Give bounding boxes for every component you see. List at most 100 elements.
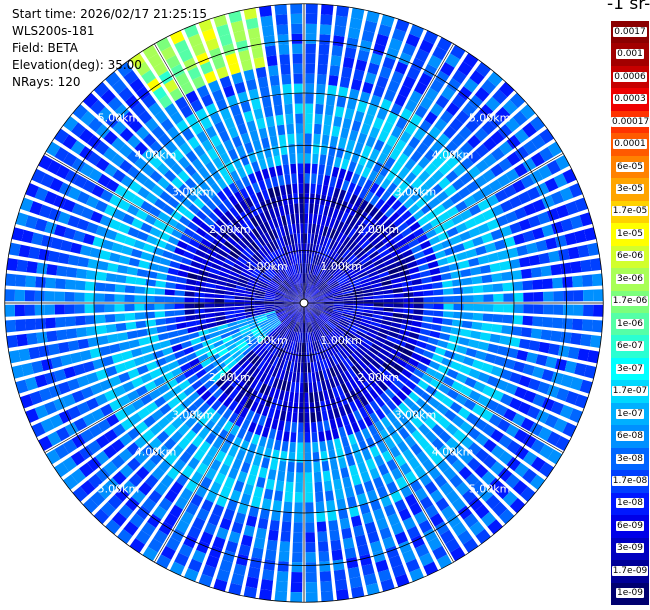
range-gate-cell — [365, 10, 380, 24]
range-gate-cell — [326, 249, 334, 260]
range-gate-cell — [380, 324, 391, 331]
range-gate-cell — [425, 504, 439, 519]
range-gate-cell — [313, 303, 324, 305]
range-gate-cell — [302, 332, 304, 343]
range-gate-cell — [309, 392, 314, 403]
range-gate-cell — [283, 280, 291, 289]
range-gate-cell — [223, 396, 234, 408]
range-gate-cell — [514, 163, 528, 177]
range-gate-cell — [170, 385, 183, 396]
range-gate-cell — [419, 39, 434, 54]
colorbar-tick-text: 1.7e-06 — [611, 296, 649, 307]
range-gate-cell — [346, 455, 356, 467]
range-gate-cell — [506, 440, 521, 455]
range-gate-cell — [323, 304, 334, 306]
range-gate-cell — [29, 201, 43, 216]
range-gate-cell — [386, 412, 398, 424]
range-gate-cell — [129, 53, 145, 68]
range-gate-cell — [419, 270, 431, 278]
range-gate-cell — [516, 349, 529, 361]
range-gate-cell — [284, 300, 295, 302]
range-gate-cell — [320, 590, 334, 602]
range-gate-cell — [49, 177, 64, 192]
range-gate-cell — [18, 348, 31, 362]
range-gate-cell — [424, 111, 438, 125]
range-gate-cell — [237, 321, 248, 328]
range-gate-cell — [309, 203, 314, 214]
range-gate-cell — [138, 260, 150, 269]
range-gate-cell — [292, 53, 303, 64]
range-gate-cell — [190, 99, 204, 113]
range-gate-cell — [149, 423, 163, 436]
range-gate-cell — [330, 316, 340, 323]
range-gate-cell — [328, 279, 338, 287]
range-gate-cell — [245, 335, 256, 344]
range-gate-cell — [362, 81, 374, 94]
range-gate-cell — [159, 190, 172, 203]
range-gate-cell — [475, 159, 489, 173]
range-gate-cell — [113, 385, 126, 397]
range-gate-cell — [319, 34, 331, 45]
range-gate-cell — [229, 328, 240, 335]
range-gate-cell — [346, 557, 359, 569]
range-gate-cell — [237, 239, 248, 250]
range-gate-cell — [158, 497, 173, 512]
range-gate-cell — [445, 437, 459, 451]
range-gate-cell — [317, 267, 324, 277]
range-gate-cell — [200, 116, 213, 130]
range-gate-cell — [282, 235, 289, 246]
range-gate-cell — [419, 552, 434, 567]
range-gate-cell — [165, 282, 176, 289]
range-gate-cell — [215, 253, 226, 262]
range-gate-cell — [276, 238, 283, 249]
range-gate-cell — [307, 273, 310, 284]
range-gate-cell — [333, 187, 341, 199]
range-gate-cell — [284, 303, 295, 305]
range-gate-cell — [192, 517, 206, 531]
range-gate-cell — [572, 318, 583, 331]
range-gate-cell — [228, 582, 243, 596]
range-gate-cell — [318, 551, 330, 562]
range-gate-cell — [321, 215, 327, 226]
range-gate-cell — [363, 573, 378, 586]
range-gate-cell — [285, 306, 295, 311]
range-gate-cell — [502, 99, 518, 115]
range-gate-cell — [217, 249, 229, 258]
range-gate-cell — [261, 405, 270, 417]
range-gate-cell — [481, 362, 494, 374]
range-gate-cell — [259, 508, 270, 520]
range-gate-cell — [470, 330, 482, 340]
range-gate-cell — [289, 234, 295, 245]
range-gate-cell — [353, 305, 364, 309]
range-gate-cell — [134, 295, 145, 302]
range-gate-cell — [279, 410, 287, 422]
range-gate-cell — [475, 143, 490, 158]
range-gate-cell — [436, 190, 449, 203]
range-gate-cell — [318, 256, 324, 267]
range-gate-cell — [244, 430, 254, 443]
range-gate-cell — [488, 477, 503, 493]
range-gate-cell — [315, 319, 322, 328]
range-gate-cell — [384, 156, 396, 169]
range-gate-cell — [191, 158, 204, 171]
colorbar-tick-text: 6e-09 — [616, 520, 644, 531]
range-gate-cell — [415, 543, 430, 558]
range-gate-cell — [441, 396, 454, 408]
range-gate-cell — [327, 186, 335, 197]
range-gate-cell — [127, 227, 140, 238]
range-gate-cell — [156, 37, 172, 52]
range-gate-cell — [393, 378, 405, 390]
range-gate-cell — [348, 340, 358, 350]
range-gate-cell — [333, 306, 344, 309]
range-gate-cell — [404, 342, 416, 351]
range-gate-cell — [358, 440, 368, 452]
range-gate-cell — [205, 555, 220, 569]
range-gate-cell — [198, 19, 213, 33]
range-gate-cell — [512, 179, 526, 193]
range-gate-cell — [135, 530, 151, 545]
range-gate-cell — [228, 274, 239, 281]
range-gate-cell — [336, 232, 344, 243]
range-gate-cell — [138, 110, 153, 125]
range-gate-cell — [118, 143, 133, 158]
range-gate-cell — [269, 281, 279, 288]
